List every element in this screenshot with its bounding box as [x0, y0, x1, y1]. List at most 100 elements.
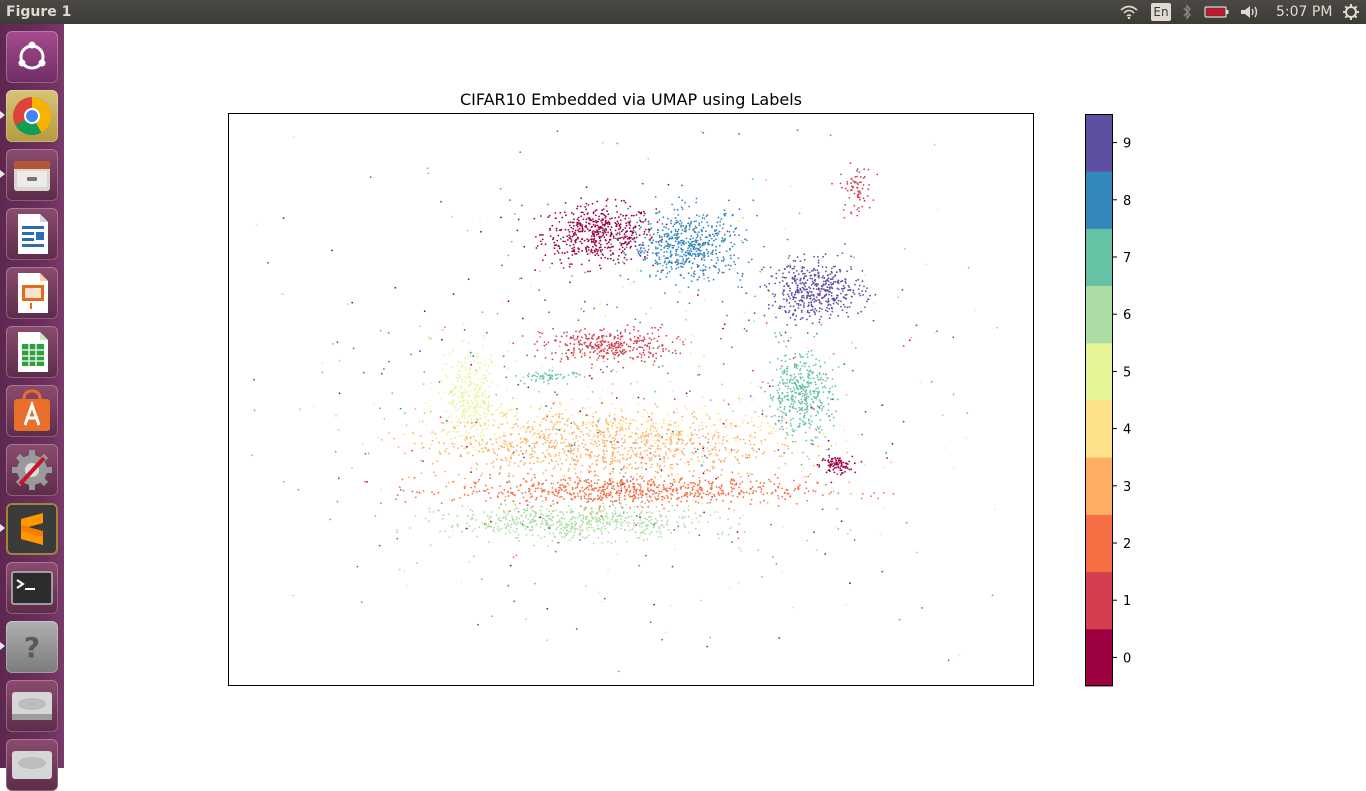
scatter-point-class-0: [610, 254, 612, 256]
scatter-point-class-3: [610, 460, 612, 463]
chrome-icon[interactable]: [6, 90, 58, 142]
scatter-point-class-0: [534, 269, 536, 272]
scatter-point-class-2: [576, 492, 579, 495]
files-icon[interactable]: [6, 149, 58, 201]
scatter-point-class-5: [481, 406, 483, 409]
wifi-icon[interactable]: [1118, 0, 1140, 24]
battery-icon[interactable]: [1202, 0, 1232, 24]
libreoffice-calc-icon[interactable]: [6, 326, 58, 378]
scatter-point-class-0: [631, 230, 633, 233]
scatter-point-class-2: [698, 479, 701, 482]
scatter-point-class-1: [633, 336, 636, 338]
scatter-point-class-1: [608, 345, 611, 348]
scatter-point-class-5: [459, 405, 462, 408]
scatter-point-class-9: [840, 287, 843, 290]
scatter-point-class-2: [336, 500, 339, 503]
scatter-point-class-2: [478, 490, 481, 493]
scatter-point-class-2: [566, 491, 569, 494]
libreoffice-writer-icon[interactable]: [6, 208, 58, 260]
scatter-point-class-2: [588, 471, 591, 474]
ubuntu-dash-icon[interactable]: [6, 31, 58, 83]
scatter-point-class-8: [687, 222, 690, 225]
scatter-point-class-6: [507, 512, 509, 515]
scatter-point-class-2: [610, 482, 613, 485]
scatter-point-class-0: [592, 220, 594, 223]
scatter-point-class-2: [618, 489, 620, 492]
scatter-point-class-2: [549, 504, 552, 507]
sublime-text-icon[interactable]: [6, 503, 58, 555]
scatter-point-class-3: [534, 442, 537, 445]
scatter-point-class-7: [819, 365, 822, 367]
clock[interactable]: 5:07 PM: [1276, 4, 1333, 20]
disk-drive-icon[interactable]: [6, 680, 58, 732]
scatter-point-class-0: [824, 459, 826, 462]
help-icon[interactable]: ?: [6, 621, 58, 673]
scatter-point-class-8: [677, 266, 680, 269]
scatter-point-class-8: [640, 226, 642, 229]
scatter-point-class-3: [735, 451, 738, 454]
scatter-point-class-2: [641, 477, 643, 480]
scatter-point-class-7: [791, 428, 794, 431]
scatter-point-class-4: [736, 425, 739, 427]
scatter-point-class-4: [592, 435, 595, 438]
scatter-point-class-6: [570, 510, 572, 512]
scatter-point-class-5: [487, 425, 490, 427]
scatter-point-class-6: [565, 533, 568, 535]
scatter-point-class-2: [692, 481, 695, 484]
scatter-point-class-0: [614, 229, 617, 232]
scatter-point-class-7: [767, 382, 770, 385]
scatter-point-class-1: [640, 339, 643, 342]
system-settings-icon[interactable]: [6, 444, 58, 496]
scatter-point-class-0: [569, 244, 571, 247]
bluetooth-icon[interactable]: [1178, 0, 1196, 24]
scatter-point-class-1: [551, 352, 553, 355]
disk-drive-2-icon[interactable]: [6, 739, 58, 791]
scatter-point-class-7: [817, 395, 819, 397]
scatter-point-class-4: [775, 430, 777, 432]
scatter-point-class-7: [837, 366, 840, 368]
scatter-point-class-3: [555, 444, 557, 447]
scatter-point-class-3: [635, 439, 637, 441]
scatter-point-class-5: [505, 413, 508, 416]
scatter-point-class-0: [656, 221, 659, 224]
volume-icon[interactable]: [1238, 0, 1262, 24]
scatter-point-class-4: [645, 427, 648, 430]
scatter-point-class-3: [566, 424, 569, 427]
scatter-point-class-5: [463, 389, 466, 392]
scatter-point-class-5: [490, 354, 493, 356]
scatter-point-class-2: [739, 483, 741, 485]
scatter-point-class-8: [680, 232, 683, 235]
scatter-point-class-2: [584, 506, 587, 509]
keyboard-layout-icon[interactable]: En: [1150, 0, 1172, 24]
scatter-point-class-0: [848, 468, 851, 471]
scatter-point-class-6: [616, 518, 619, 521]
scatter-point-class-2: [669, 482, 672, 485]
scatter-point-class-8: [704, 269, 707, 271]
libreoffice-impress-icon[interactable]: [6, 267, 58, 319]
scatter-point-class-2: [618, 498, 621, 501]
scatter-point-class-5: [450, 421, 453, 424]
scatter-point-class-8: [642, 259, 645, 261]
terminal-icon[interactable]: [6, 562, 58, 614]
scatter-point-class-7: [794, 352, 796, 355]
scatter-point-class-6: [559, 524, 561, 527]
scatter-point-class-5: [496, 409, 498, 411]
scatter-point-class-2: [710, 484, 713, 487]
software-center-icon[interactable]: [6, 385, 58, 437]
scatter-point-class-6: [632, 525, 635, 527]
scatter-point-class-2: [561, 483, 564, 486]
scatter-point-class-8: [721, 227, 724, 230]
scatter-point-class-7: [832, 393, 834, 396]
scatter-point-class-6: [442, 514, 445, 517]
settings-gear-icon[interactable]: [1340, 0, 1362, 24]
scatter-point-class-7: [820, 376, 822, 379]
scatter-point-class-6: [614, 507, 617, 510]
scatter-point-class-1: [596, 338, 598, 341]
scatter-point-class-8: [649, 274, 651, 276]
scatter-point-class-2: [633, 485, 636, 488]
scatter-point-class-2: [418, 492, 421, 494]
scatter-point-class-4: [519, 427, 522, 430]
scatter-point-class-0: [585, 186, 588, 189]
scatter-point-class-8: [648, 239, 651, 242]
scatter-point-class-2: [608, 492, 610, 495]
